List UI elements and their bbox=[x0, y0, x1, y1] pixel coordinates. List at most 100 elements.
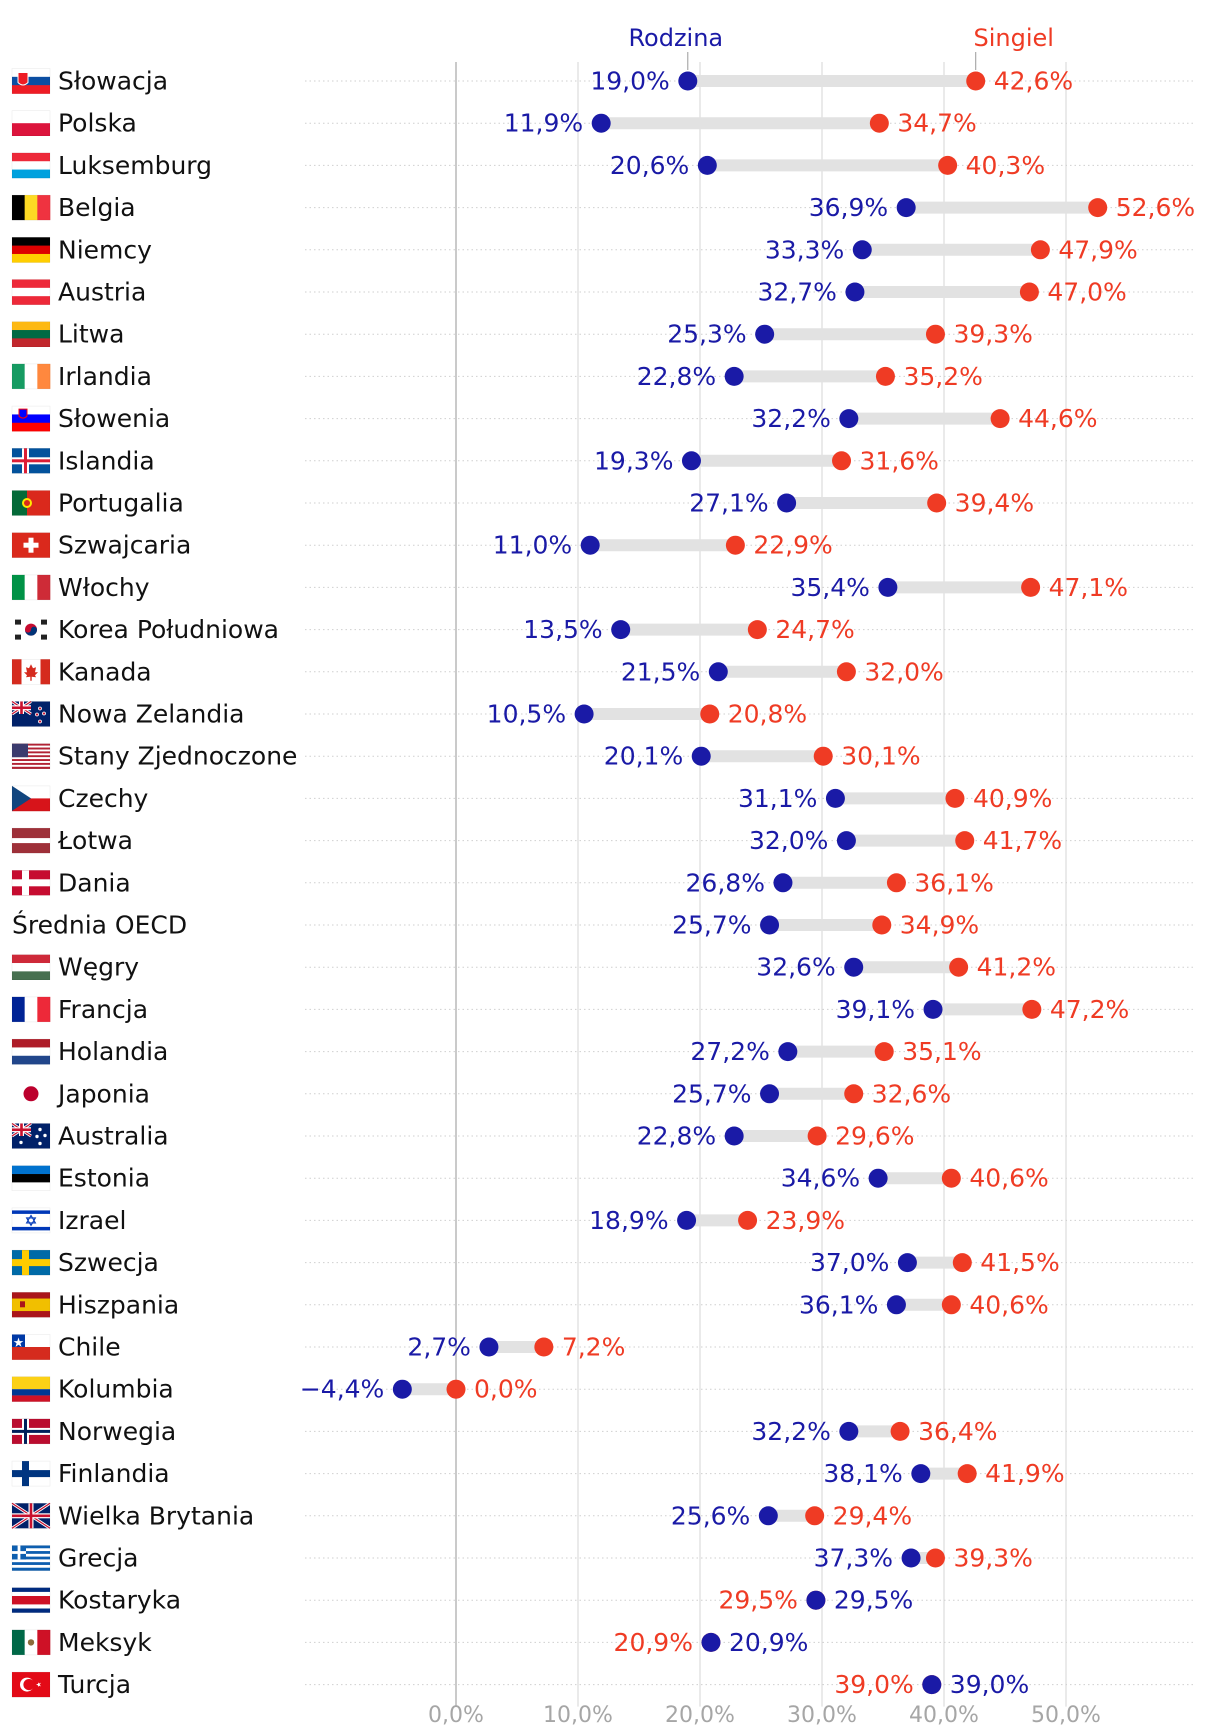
x-tick-label: 30,0% bbox=[787, 1703, 857, 1728]
nz-flag-icon bbox=[11, 700, 51, 727]
family-dot bbox=[701, 1632, 721, 1652]
single-dot bbox=[938, 155, 958, 175]
family-value-label: 19,3% bbox=[594, 446, 673, 475]
family-value-label: 11,0% bbox=[493, 531, 572, 560]
single-value-label: 32,6% bbox=[872, 1079, 951, 1108]
family-value-label: 39,1% bbox=[836, 995, 915, 1024]
country-label: Meksyk bbox=[58, 1628, 152, 1657]
single-value-label: 20,9% bbox=[614, 1628, 693, 1657]
cr-flag-icon bbox=[11, 1587, 51, 1613]
family-dot bbox=[760, 915, 780, 935]
single-dot bbox=[813, 746, 833, 766]
single-value-label: 20,8% bbox=[728, 700, 807, 729]
single-dot bbox=[1030, 240, 1050, 260]
family-value-label: 19,0% bbox=[590, 67, 669, 96]
fr-flag-icon bbox=[11, 996, 51, 1023]
lv-flag-icon bbox=[11, 827, 51, 854]
lt-flag-icon bbox=[11, 321, 51, 348]
fi-flag-icon bbox=[11, 1460, 51, 1487]
family-value-label: 25,7% bbox=[672, 911, 751, 940]
single-value-label: 30,1% bbox=[841, 742, 920, 771]
country-label: Dania bbox=[58, 868, 131, 897]
single-value-label: 0,0% bbox=[474, 1375, 538, 1404]
single-dot bbox=[747, 620, 767, 640]
single-value-label: 40,3% bbox=[966, 151, 1045, 180]
single-value-label: 22,9% bbox=[753, 531, 832, 560]
hu-flag-icon bbox=[11, 954, 51, 981]
family-dot bbox=[724, 366, 744, 386]
il-flag-icon bbox=[11, 1207, 51, 1234]
family-dot bbox=[844, 957, 864, 977]
de-flag-icon bbox=[11, 237, 51, 263]
single-value-label: 41,5% bbox=[980, 1248, 1059, 1277]
country-label: Holandia bbox=[58, 1037, 168, 1066]
legend-single: Singiel bbox=[973, 24, 1053, 52]
single-value-label: 40,6% bbox=[969, 1164, 1048, 1193]
family-dot bbox=[611, 620, 631, 640]
country-label: Średnia OECD bbox=[12, 910, 187, 940]
country-label: Kolumbia bbox=[58, 1375, 174, 1404]
country-label: Słowenia bbox=[58, 404, 170, 433]
family-dot bbox=[755, 324, 775, 344]
family-value-label: 32,0% bbox=[749, 826, 828, 855]
us-flag-icon bbox=[11, 743, 51, 770]
family-dot bbox=[897, 1253, 917, 1273]
family-dot bbox=[479, 1337, 499, 1357]
country-label: Litwa bbox=[58, 320, 124, 349]
x-tick-label: 20,0% bbox=[665, 1703, 735, 1728]
single-value-label: 41,9% bbox=[985, 1459, 1064, 1488]
single-value-label: 32,0% bbox=[864, 657, 943, 686]
country-label: Słowacja bbox=[58, 67, 168, 96]
family-dot bbox=[724, 1126, 744, 1146]
single-value-label: 47,1% bbox=[1049, 573, 1128, 602]
single-dot bbox=[990, 409, 1010, 429]
country-label: Luksemburg bbox=[58, 151, 212, 180]
country-label: Hiszpania bbox=[58, 1290, 179, 1319]
family-dot bbox=[758, 1506, 778, 1526]
au-flag-icon bbox=[11, 1122, 51, 1149]
single-value-label: 35,1% bbox=[902, 1037, 981, 1066]
family-dot bbox=[852, 240, 872, 260]
is-flag-icon bbox=[11, 447, 51, 474]
family-dot bbox=[806, 1590, 826, 1610]
single-dot bbox=[925, 1548, 945, 1568]
single-value-label: 36,4% bbox=[918, 1417, 997, 1446]
country-label: Korea Południowa bbox=[58, 615, 279, 644]
gb-flag-icon bbox=[11, 1502, 51, 1530]
nl-flag-icon bbox=[11, 1038, 51, 1065]
x-tick-label: 10,0% bbox=[543, 1703, 613, 1728]
single-value-label: 41,2% bbox=[977, 953, 1056, 982]
single-dot bbox=[1088, 198, 1108, 218]
single-dot bbox=[446, 1379, 466, 1399]
country-label: Austria bbox=[58, 278, 146, 307]
single-value-label: 31,6% bbox=[860, 446, 939, 475]
family-dot bbox=[839, 409, 859, 429]
country-label: Finlandia bbox=[58, 1459, 170, 1488]
single-value-label: 47,2% bbox=[1050, 995, 1129, 1024]
x-tick-label: 0,0% bbox=[428, 1703, 484, 1728]
sk-flag-icon bbox=[11, 68, 51, 94]
gr-flag-icon bbox=[11, 1545, 51, 1571]
se-flag-icon bbox=[11, 1249, 51, 1276]
single-dot bbox=[945, 788, 965, 808]
single-value-label: 39,3% bbox=[953, 320, 1032, 349]
single-dot bbox=[836, 662, 856, 682]
country-label: Polska bbox=[58, 109, 137, 138]
at-flag-icon bbox=[11, 279, 51, 305]
single-value-label: 36,1% bbox=[914, 868, 993, 897]
single-dot bbox=[927, 493, 947, 513]
country-label: Kostaryka bbox=[58, 1586, 181, 1615]
country-label: Niemcy bbox=[58, 235, 152, 264]
family-dot bbox=[681, 451, 701, 471]
country-label: Izrael bbox=[58, 1206, 126, 1235]
single-dot bbox=[1019, 282, 1039, 302]
country-label: Kanada bbox=[58, 657, 152, 686]
single-dot bbox=[805, 1506, 825, 1526]
single-value-label: 34,7% bbox=[897, 109, 976, 138]
family-value-label: 36,9% bbox=[809, 193, 888, 222]
single-dot bbox=[957, 1464, 977, 1484]
single-dot bbox=[955, 831, 975, 851]
country-label: Estonia bbox=[58, 1164, 150, 1193]
si-flag-icon bbox=[11, 405, 51, 432]
